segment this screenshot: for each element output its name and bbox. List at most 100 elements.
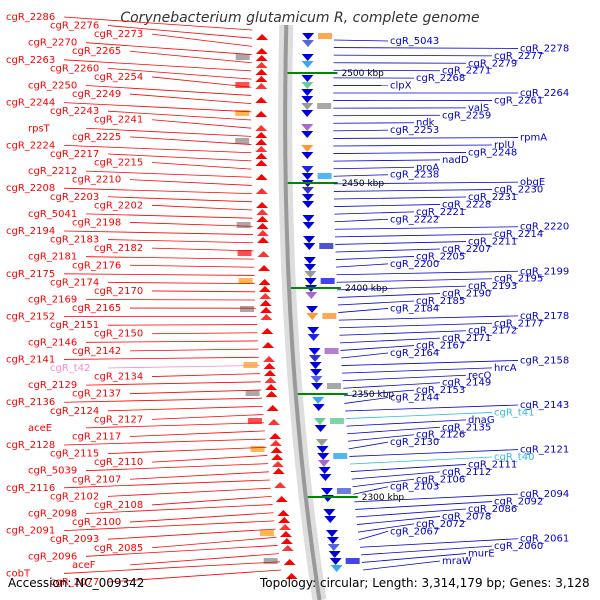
forward-gene-arrow — [263, 363, 276, 369]
right-label-leader — [333, 129, 389, 132]
right-label-leader — [341, 360, 519, 366]
reverse-gene-arrow — [313, 418, 326, 425]
right-gene-label: cgR_2060 — [494, 541, 543, 552]
reverse-gene-arrow — [315, 439, 328, 446]
right-label-leader — [342, 367, 493, 374]
left-gene-label: cgR_5041 — [28, 209, 77, 220]
reverse-gene-arrow — [301, 110, 314, 117]
reverse-gene-arrow — [301, 75, 314, 82]
right-gene-label: cgR_2144 — [390, 393, 439, 404]
reverse-gene-arrow — [308, 348, 321, 355]
left-gene-label: cgR_2176 — [72, 260, 121, 271]
left-label-leader — [107, 446, 267, 454]
right-label-leader — [338, 315, 519, 321]
right-label-leader — [335, 241, 467, 245]
forward-gene-arrow — [285, 573, 298, 579]
reverse-gene-arrow — [301, 61, 314, 68]
left-gene-label: cgR_2202 — [94, 200, 143, 211]
forward-gene-arrow — [271, 454, 284, 460]
reverse-gene-arrow — [304, 271, 317, 278]
left-gene-label: cgR_2215 — [94, 158, 143, 169]
right-gene-label: cgR_2277 — [494, 51, 543, 62]
reverse-gene-arrow — [318, 467, 331, 474]
right-label-leader — [358, 530, 389, 541]
right-label-leader — [336, 270, 519, 276]
ruler-tick-label: 2300 kbp — [362, 493, 405, 503]
reverse-gene-arrow — [301, 187, 314, 194]
right-label-leader — [343, 389, 415, 397]
reverse-gene-arrow — [308, 355, 321, 362]
left-label-leader — [107, 324, 257, 326]
forward-gene-arrow — [255, 83, 268, 89]
left-gene-label: cgR_2098 — [28, 509, 77, 520]
left-gene-label: rpsT — [28, 123, 51, 134]
right-gene-label: cgR_2271 — [442, 66, 491, 77]
reverse-gene-arrow — [301, 166, 314, 173]
forward-gene-arrow — [258, 286, 271, 292]
backbone-line — [283, 24, 322, 600]
reverse-feature-block — [319, 243, 334, 249]
right-gene-label: cgR_2207 — [442, 244, 491, 255]
right-gene-label: cgR_2193 — [468, 281, 517, 292]
reverse-gene-arrow — [303, 236, 316, 243]
right-gene-label: cgR_2106 — [416, 474, 465, 485]
right-gene-label: cgR_2171 — [442, 333, 491, 344]
left-gene-label: cgR_2182 — [94, 243, 143, 254]
left-label-leader — [85, 463, 269, 472]
reverse-gene-arrow — [302, 222, 315, 229]
right-label-leader — [344, 397, 389, 404]
right-label-leader — [333, 137, 519, 139]
reverse-feature-block — [322, 313, 337, 319]
forward-gene-arrow — [271, 461, 284, 467]
left-label-leader — [129, 179, 252, 186]
right-label-leader — [334, 226, 519, 230]
right-gene-label: rplU — [494, 140, 515, 151]
left-label-leader — [85, 340, 258, 343]
reverse-gene-arrow — [312, 397, 325, 404]
left-label-leader — [85, 381, 261, 386]
reverse-gene-arrow — [320, 488, 333, 495]
right-gene-label: cgR_2211 — [468, 237, 517, 248]
forward-gene-arrow — [269, 433, 282, 439]
left-gene-label: cgR_2124 — [50, 406, 99, 417]
forward-gene-arrow — [260, 307, 273, 313]
left-label-leader — [151, 290, 256, 293]
reverse-gene-arrow — [316, 446, 329, 453]
right-gene-label: cgR_2149 — [442, 378, 491, 389]
reverse-gene-arrow — [304, 264, 317, 271]
right-gene-label: murE — [468, 549, 495, 560]
forward-gene-arrow — [263, 370, 276, 376]
right-label-leader — [347, 434, 415, 442]
right-gene-label: cgR_2195 — [494, 274, 543, 285]
left-gene-label: cgR_5039 — [28, 466, 77, 477]
ruler-tick-label: 2350 kbp — [352, 390, 395, 400]
reverse-feature-block — [320, 278, 335, 284]
reverse-gene-arrow — [327, 544, 340, 551]
left-label-leader — [85, 127, 252, 137]
right-label-leader — [333, 47, 519, 49]
right-label-leader — [338, 308, 389, 313]
left-gene-label: cgR_2169 — [28, 295, 77, 306]
right-label-leader — [343, 382, 441, 389]
forward-gene-arrow — [256, 209, 269, 215]
forward-gene-arrow — [255, 48, 268, 54]
left-gene-label: cgR_2165 — [72, 303, 121, 314]
right-gene-label: cgR_2222 — [390, 214, 439, 225]
reverse-gene-arrow — [311, 383, 324, 390]
right-label-leader — [353, 486, 389, 495]
left-label-leader — [107, 67, 252, 80]
reverse-gene-arrow — [312, 404, 325, 411]
left-label-leader — [107, 528, 276, 540]
right-label-leader — [337, 300, 415, 306]
left-label-leader — [63, 16, 253, 31]
right-gene-label: cgR_2072 — [416, 519, 465, 530]
right-label-leader — [336, 278, 493, 283]
left-gene-label: cgR_2174 — [50, 277, 99, 288]
right-label-leader — [340, 345, 415, 351]
reverse-gene-arrow — [301, 194, 314, 201]
forward-gene-arrow — [256, 230, 269, 236]
forward-feature-block — [250, 446, 265, 452]
left-gene-label: cgR_2260 — [50, 63, 99, 74]
reverse-gene-arrow — [301, 89, 314, 96]
